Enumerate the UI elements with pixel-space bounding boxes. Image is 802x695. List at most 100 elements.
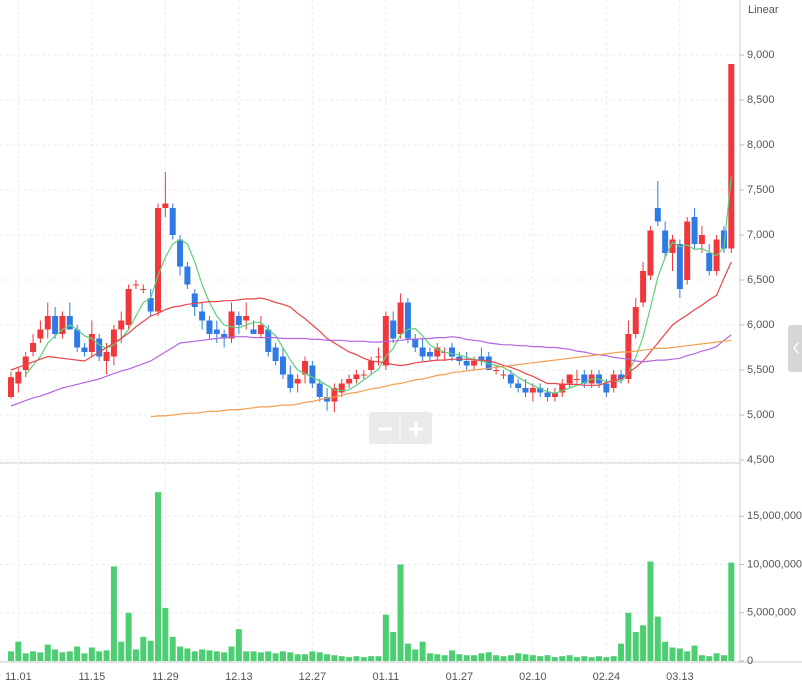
candle-body	[426, 352, 433, 357]
x-tick-label: 12.27	[299, 671, 327, 683]
volume-bar	[559, 656, 566, 661]
y-tick-label: 0	[747, 655, 753, 667]
candle-body	[15, 371, 22, 384]
volume-bar	[669, 647, 676, 661]
candle-body	[728, 64, 735, 249]
volume-bar	[8, 651, 14, 661]
candle-body	[434, 347, 441, 357]
volume-bar	[88, 647, 95, 661]
candle-body	[184, 266, 191, 285]
volume-bar	[397, 564, 404, 661]
x-tick-label: 01.27	[446, 671, 474, 683]
candle-body	[316, 383, 323, 397]
volume-bar	[573, 657, 580, 661]
candle-body	[507, 374, 514, 384]
candle-body	[30, 343, 37, 352]
volume-bar	[309, 651, 316, 661]
candle-body	[662, 230, 669, 253]
volume-bar	[162, 607, 169, 661]
candle-body	[640, 271, 647, 303]
volume-bar	[52, 649, 59, 661]
y-tick-label: 7,500	[747, 184, 775, 196]
candle-body	[140, 289, 147, 290]
candle-body	[199, 311, 206, 321]
volume-bar	[346, 657, 353, 661]
scale-label: Linear	[748, 4, 779, 16]
candle-body	[449, 347, 455, 357]
volume-bar	[338, 656, 345, 661]
candle-body	[272, 347, 279, 361]
volume-bar	[625, 612, 632, 661]
volume-bar	[419, 641, 426, 661]
candle-body	[625, 334, 632, 379]
volume-bar	[191, 651, 198, 661]
candle-body	[22, 356, 29, 370]
volume-bar	[647, 561, 654, 661]
moving-average-line	[10, 334, 732, 407]
volume-bar	[434, 654, 441, 661]
volume-bar	[279, 651, 286, 661]
volume-bar	[294, 654, 301, 661]
moving-average-line	[150, 339, 732, 418]
candle-body	[720, 230, 727, 249]
candle-body	[52, 316, 59, 334]
volume-bar	[30, 651, 37, 661]
volume-bar	[404, 643, 411, 661]
volume-bar	[302, 654, 308, 661]
side-tab[interactable]	[788, 325, 802, 372]
volume-bar	[632, 632, 639, 661]
volume-bar	[199, 649, 206, 661]
candle-body	[390, 320, 397, 339]
candle-body	[74, 329, 81, 348]
candle-body	[88, 334, 95, 352]
volume-bar	[654, 616, 661, 661]
candle-body	[59, 316, 66, 334]
candle-body	[191, 293, 198, 307]
volume-bar	[449, 650, 455, 661]
volume-bar	[662, 641, 669, 661]
candle-body	[118, 320, 125, 330]
candle-body	[375, 356, 382, 358]
candle-body	[169, 208, 176, 235]
zoom-in[interactable]	[409, 422, 423, 436]
candle-body	[147, 298, 154, 312]
candle-body	[294, 379, 301, 384]
volume-bar	[206, 650, 213, 661]
volume-bar	[676, 648, 683, 661]
y-tick-label: 9,000	[747, 49, 775, 61]
volume-bar	[96, 651, 103, 661]
volume-bar	[551, 657, 558, 661]
y-tick-label: 5,000	[747, 409, 775, 421]
candle-body	[559, 383, 566, 393]
candle-body	[213, 329, 220, 334]
x-tick-label: 03.13	[666, 671, 694, 683]
volume-bar	[316, 652, 323, 661]
volume-bar	[684, 651, 691, 661]
candle-body	[581, 374, 588, 384]
volume-bar	[74, 646, 81, 661]
x-tick-label: 11.15	[78, 671, 105, 683]
volume-bar	[140, 636, 147, 661]
candle-body	[537, 388, 544, 393]
candle-body	[125, 289, 132, 325]
volume-bar	[287, 652, 294, 661]
volume-bar	[184, 648, 191, 661]
candle-body	[419, 347, 426, 357]
volume-bar	[456, 654, 463, 661]
candle-body	[206, 320, 213, 334]
volume-bar	[155, 492, 161, 661]
candle-body	[257, 325, 264, 334]
volume-bar	[22, 653, 29, 661]
candle-body	[676, 244, 683, 289]
volume-bar	[529, 655, 536, 661]
x-tick-label: 01.11	[372, 671, 399, 683]
candle-body	[250, 329, 257, 334]
candle-body	[346, 379, 353, 384]
candle-body	[632, 307, 639, 334]
y-tick-label: 8,500	[747, 94, 775, 106]
volume-bar	[125, 612, 132, 661]
volume-bar	[228, 646, 235, 661]
volume-bar	[478, 653, 485, 661]
candle-body	[132, 284, 139, 286]
